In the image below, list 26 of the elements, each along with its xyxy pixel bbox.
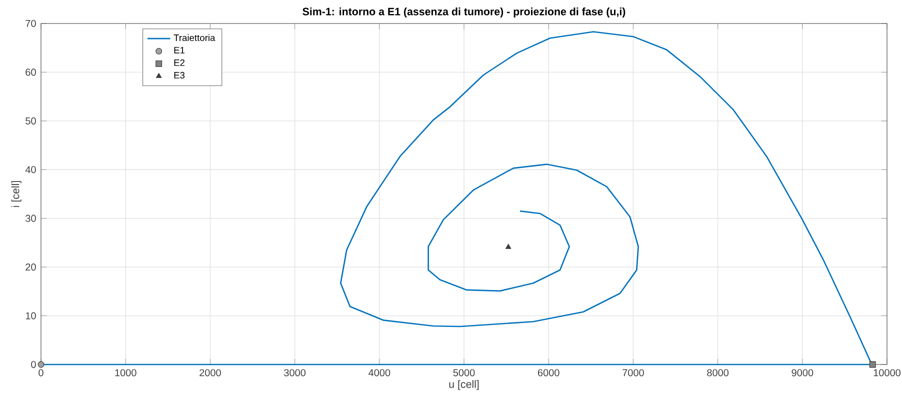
legend-label: E3 [174,72,185,79]
y-axis-title: i [cell] [11,181,22,207]
x-tick-label: 9000 [792,369,814,376]
y-tick-label: 10 [26,312,36,320]
legend-label: Traiettoria [174,34,216,42]
x-tick-label: 3000 [284,369,306,376]
y-tick-label: 60 [26,68,36,76]
chart-title: Sim-1: intorno a E1 (assenza di tumore) - proiezione di fase (u,i) [302,7,626,18]
x-tick-label: 5000 [453,369,475,376]
x-axis-title: u [cell] [449,380,479,390]
x-tick-label: 8000 [707,369,729,376]
legend-label: E1 [174,46,184,54]
x-tick-label: 0 [38,369,44,376]
x-tick-label: 7000 [622,369,644,376]
y-tick-label: 20 [26,264,36,271]
legend-label: E2 [174,59,184,66]
y-tick-label: 0 [31,360,36,368]
y-tick-label: 30 [26,214,36,222]
x-tick-label: 2000 [200,369,221,376]
x-tick-label: 6000 [538,369,560,376]
y-tick-label: 40 [25,166,36,174]
x-tick-label: 1000 [115,369,136,376]
y-tick-label: 70 [26,20,36,28]
x-tick-label: 10000 [874,369,901,376]
y-tick-label: 50 [26,117,36,124]
x-tick-label: 4000 [368,369,390,376]
